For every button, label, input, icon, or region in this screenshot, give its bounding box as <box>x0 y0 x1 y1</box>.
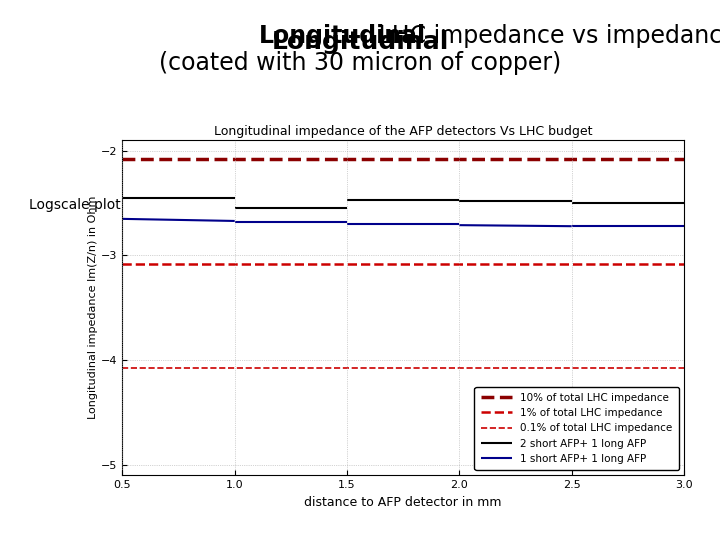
Text: Longitudinal: Longitudinal <box>259 24 426 48</box>
Line: 1 short AFP+ 1 long AFP: 1 short AFP+ 1 long AFP <box>122 219 235 221</box>
Legend: 10% of total LHC impedance, 1% of total LHC impedance, 0.1% of total LHC impedan: 10% of total LHC impedance, 1% of total … <box>474 387 679 470</box>
0.1% of total LHC impedance <box>230 365 239 372</box>
Y-axis label: Longitudinal impedance Im(Z/n) in Ohm: Longitudinal impedance Im(Z/n) in Ohm <box>89 196 98 420</box>
10% of total LHC impedance <box>6 156 14 163</box>
X-axis label: distance to AFP detector in mm: distance to AFP detector in mm <box>305 496 502 509</box>
1% of total LHC impedance <box>230 261 239 267</box>
Text: (coated with 30 micron of copper): (coated with 30 micron of copper) <box>159 51 561 75</box>
1 short AFP+ 1 long AFP <box>118 215 127 222</box>
0.1% of total LHC impedance <box>6 365 14 372</box>
1 short AFP+ 1 long AFP <box>230 218 239 224</box>
2 short AFP+ 1 long AFP <box>118 195 127 201</box>
Text: Logscale plot: Logscale plot <box>29 198 120 212</box>
10% of total LHC impedance <box>230 156 239 163</box>
Title: Longitudinal impedance of the AFP detectors Vs LHC budget: Longitudinal impedance of the AFP detect… <box>214 125 593 138</box>
2 short AFP+ 1 long AFP <box>230 195 239 201</box>
Text: Longitudinal: Longitudinal <box>271 30 449 53</box>
Text: LHC impedance vs impedance of AFP: LHC impedance vs impedance of AFP <box>371 24 720 48</box>
1% of total LHC impedance <box>6 261 14 267</box>
